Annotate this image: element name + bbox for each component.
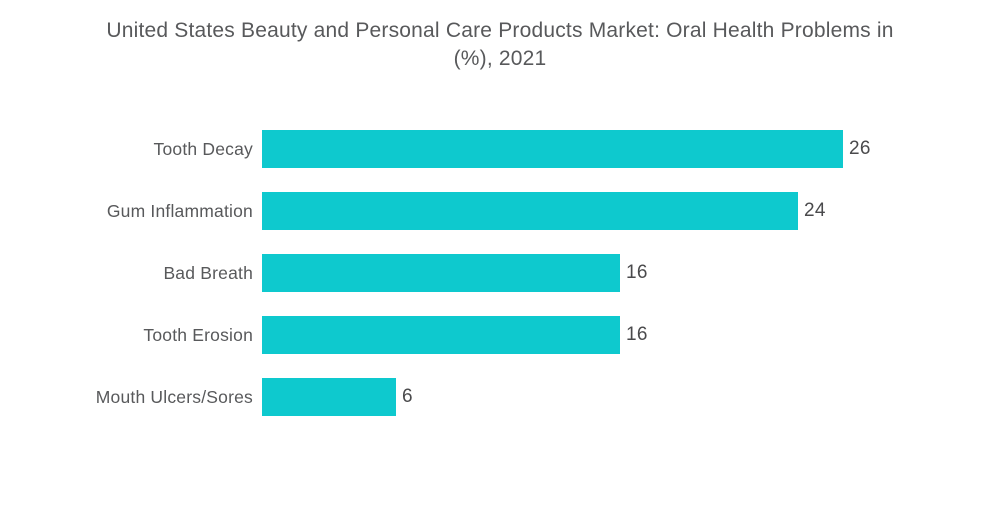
category-label: Tooth Decay <box>153 138 253 159</box>
chart-title-line1: United States Beauty and Personal Care P… <box>106 19 894 42</box>
bar-track: 24 <box>262 192 1000 230</box>
bar-chart: Tooth Decay 26 Gum Inflammation 24 Bad B… <box>0 130 1000 416</box>
bar-row: Bad Breath 16 <box>0 254 1000 292</box>
bar <box>262 192 798 230</box>
value-label: 26 <box>849 138 871 159</box>
bar <box>262 378 396 416</box>
bar <box>262 316 620 354</box>
bar-track: 16 <box>262 316 1000 354</box>
value-label: 16 <box>626 262 648 283</box>
chart-title: United States Beauty and Personal Care P… <box>50 17 950 73</box>
bar-track: 16 <box>262 254 1000 292</box>
category-label: Bad Breath <box>163 262 253 283</box>
value-label: 6 <box>402 386 413 407</box>
value-label: 24 <box>804 200 826 221</box>
value-label: 16 <box>626 324 648 345</box>
category-label: Tooth Erosion <box>143 324 253 345</box>
category-label: Mouth Ulcers/Sores <box>95 386 253 407</box>
bar <box>262 130 843 168</box>
bar-row: Tooth Erosion 16 <box>0 316 1000 354</box>
bar-row: Gum Inflammation 24 <box>0 192 1000 230</box>
bar <box>262 254 620 292</box>
category-label: Gum Inflammation <box>106 200 253 221</box>
bar-track: 6 <box>262 378 1000 416</box>
bar-track: 26 <box>262 130 1000 168</box>
chart-title-line2: (%), 2021 <box>453 47 547 70</box>
bar-row: Mouth Ulcers/Sores 6 <box>0 378 1000 416</box>
bar-row: Tooth Decay 26 <box>0 130 1000 168</box>
